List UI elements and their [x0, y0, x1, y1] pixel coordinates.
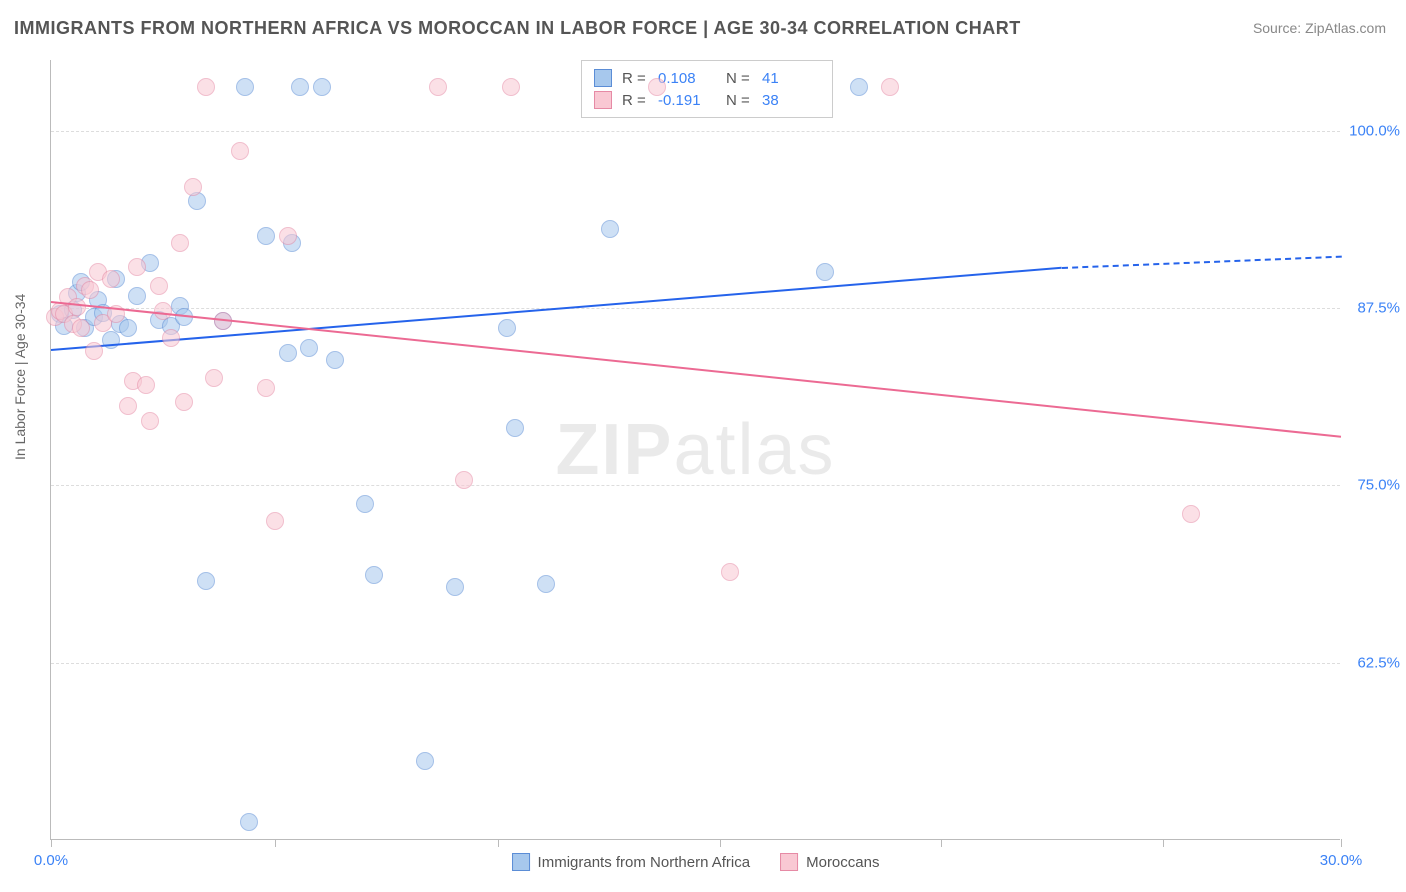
scatter-point: [416, 752, 434, 770]
scatter-point: [257, 227, 275, 245]
scatter-point: [279, 227, 297, 245]
x-tick-label: 30.0%: [1320, 852, 1363, 869]
scatter-point: [150, 277, 168, 295]
scatter-point: [881, 78, 899, 96]
source-label: Source:: [1253, 20, 1301, 36]
scatter-point: [128, 258, 146, 276]
x-tick: [1341, 839, 1342, 847]
legend-item-series2: Moroccans: [780, 853, 879, 871]
x-tick: [498, 839, 499, 847]
series-legend: Immigrants from Northern Africa Moroccan…: [512, 853, 880, 871]
gridline-horizontal: [51, 131, 1340, 132]
r-value-series2: -0.191: [658, 92, 716, 109]
swatch-series1: [594, 69, 612, 87]
x-tick: [1163, 839, 1164, 847]
watermark: ZIPatlas: [555, 409, 835, 491]
legend-label-series2: Moroccans: [806, 854, 879, 871]
x-tick-label: 0.0%: [34, 852, 68, 869]
scatter-point: [85, 342, 103, 360]
scatter-point: [498, 319, 516, 337]
r-label: R =: [622, 70, 648, 87]
scatter-point: [197, 572, 215, 590]
n-label: N =: [726, 70, 752, 87]
y-tick-label: 87.5%: [1357, 300, 1400, 317]
watermark-light: atlas: [673, 410, 835, 490]
x-tick: [720, 839, 721, 847]
y-tick-label: 100.0%: [1349, 122, 1400, 139]
scatter-point: [850, 78, 868, 96]
scatter-point: [601, 220, 619, 238]
n-value-series2: 38: [762, 92, 820, 109]
gridline-horizontal: [51, 308, 1340, 309]
legend-item-series1: Immigrants from Northern Africa: [512, 853, 751, 871]
x-tick: [941, 839, 942, 847]
source-attribution: Source: ZipAtlas.com: [1253, 20, 1386, 36]
correlation-stats-legend: R = 0.108 N = 41 R = -0.191 N = 38: [581, 60, 833, 118]
scatter-point: [119, 397, 137, 415]
y-axis-label: In Labor Force | Age 30-34: [12, 294, 28, 460]
scatter-point: [313, 78, 331, 96]
gridline-horizontal: [51, 663, 1340, 664]
legend-label-series1: Immigrants from Northern Africa: [538, 854, 751, 871]
n-label: N =: [726, 92, 752, 109]
chart-title: IMMIGRANTS FROM NORTHERN AFRICA VS MOROC…: [14, 18, 1021, 39]
scatter-point: [162, 329, 180, 347]
scatter-point: [205, 369, 223, 387]
n-value-series1: 41: [762, 70, 820, 87]
scatter-point: [197, 78, 215, 96]
r-value-series1: 0.108: [658, 70, 716, 87]
scatter-point: [137, 376, 155, 394]
scatter-point: [300, 339, 318, 357]
legend-swatch-series2: [780, 853, 798, 871]
y-tick-label: 75.0%: [1357, 477, 1400, 494]
scatter-point: [455, 471, 473, 489]
scatter-point: [279, 344, 297, 362]
r-label: R =: [622, 92, 648, 109]
scatter-point: [266, 512, 284, 530]
scatter-point: [721, 563, 739, 581]
legend-swatch-series1: [512, 853, 530, 871]
scatter-point: [446, 578, 464, 596]
scatter-point: [231, 142, 249, 160]
scatter-point: [326, 351, 344, 369]
scatter-point: [175, 393, 193, 411]
scatter-point: [506, 419, 524, 437]
scatter-point: [81, 281, 99, 299]
scatter-point: [257, 379, 275, 397]
scatter-point: [141, 412, 159, 430]
watermark-bold: ZIP: [555, 410, 673, 490]
swatch-series2: [594, 91, 612, 109]
source-name: ZipAtlas.com: [1305, 20, 1386, 36]
scatter-point: [171, 234, 189, 252]
scatter-point: [816, 263, 834, 281]
trend-line: [51, 301, 1341, 438]
trend-line-extrapolated: [1061, 256, 1341, 269]
x-tick: [51, 839, 52, 847]
y-tick-label: 62.5%: [1357, 654, 1400, 671]
scatter-point: [128, 287, 146, 305]
stats-row-series2: R = -0.191 N = 38: [594, 89, 820, 111]
scatter-point: [1182, 505, 1200, 523]
scatter-point: [502, 78, 520, 96]
scatter-point: [291, 78, 309, 96]
scatter-point: [537, 575, 555, 593]
scatter-point: [356, 495, 374, 513]
scatter-point: [184, 178, 202, 196]
scatter-point: [429, 78, 447, 96]
gridline-horizontal: [51, 485, 1340, 486]
scatter-point: [102, 270, 120, 288]
scatter-point: [240, 813, 258, 831]
scatter-point: [119, 319, 137, 337]
stats-row-series1: R = 0.108 N = 41: [594, 67, 820, 89]
scatter-point: [68, 298, 86, 316]
scatter-point: [365, 566, 383, 584]
scatter-point: [72, 319, 90, 337]
chart-plot-area: ZIPatlas R = 0.108 N = 41 R = -0.191 N =…: [50, 60, 1340, 840]
scatter-point: [648, 78, 666, 96]
x-tick: [275, 839, 276, 847]
scatter-point: [236, 78, 254, 96]
